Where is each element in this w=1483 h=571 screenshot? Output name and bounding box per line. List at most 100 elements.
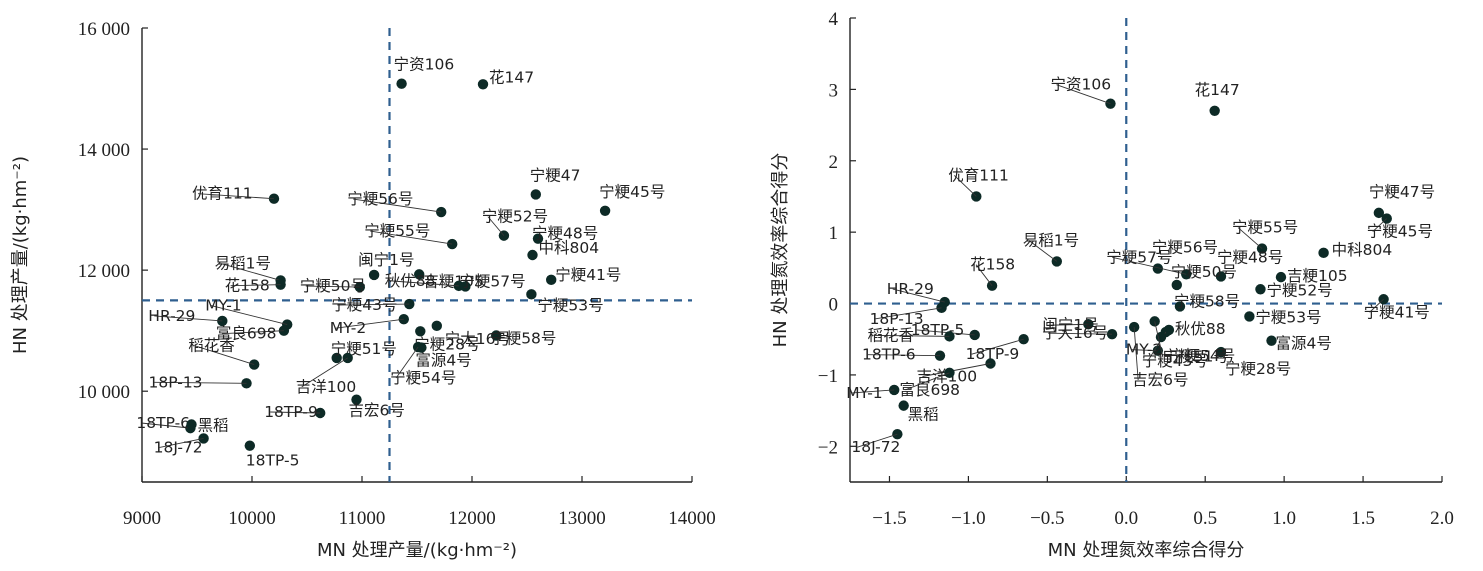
point-label: 中科804 (1332, 241, 1393, 259)
data-point (1171, 279, 1182, 291)
data-point (527, 249, 538, 261)
point-label: 优育111 (948, 166, 1009, 184)
data-point (415, 326, 426, 337)
point-label: 易稻1号 (215, 254, 271, 272)
point-label: 富源4号 (415, 352, 471, 370)
point-label: 18P-13 (149, 373, 203, 391)
point-label: 18TP-9 (966, 345, 1020, 363)
leader-line (1028, 240, 1058, 262)
point-label: 宁粳48号 (1217, 248, 1283, 266)
leader-line (395, 346, 419, 379)
leader-line (337, 303, 410, 306)
point-label: 宁粳53号 (1255, 308, 1321, 326)
leader-line (1372, 218, 1388, 232)
data-point (1244, 311, 1255, 322)
data-point (491, 330, 502, 341)
point-label: 宁粳51号 (331, 340, 397, 358)
data-point (530, 189, 541, 200)
leader-line (335, 318, 404, 329)
y-tick-label: −2 (818, 437, 838, 458)
leader-line (1369, 298, 1384, 313)
point-label: 花147 (489, 68, 534, 86)
data-point (1105, 98, 1116, 109)
point-label: 宁粳54号 (1169, 347, 1235, 365)
data-point (1373, 207, 1385, 219)
data-point (1106, 329, 1118, 340)
data-point (599, 205, 611, 217)
x-tick-label: 0.5 (1193, 508, 1217, 529)
leader-line (953, 175, 977, 197)
point-label: 宁粳56号 (1152, 239, 1218, 257)
point-label: 18TP-6 (862, 346, 916, 364)
point-label: 宁资106 (1050, 76, 1111, 94)
data-point (546, 274, 557, 286)
point-label: 18TP-5 (246, 452, 300, 470)
leader-line (487, 216, 505, 236)
data-point (198, 433, 209, 444)
leader-line (1048, 323, 1089, 326)
point-label: MY-2 (330, 319, 366, 337)
y-tick-label: 10 000 (78, 382, 130, 403)
point-label: 宁粳45号 (1367, 223, 1433, 241)
yield-scatter-chart: 9000 10000 11000 12000 13000 14000 10 000 12 00… (10, 19, 716, 561)
data-point (1051, 256, 1063, 267)
data-point (1152, 263, 1164, 274)
leader-line (922, 363, 991, 377)
point-label: 宁粳51号 (1163, 347, 1229, 365)
data-point (431, 320, 442, 332)
leader-line (230, 284, 281, 287)
y-axis-label: HN 处理产量/(kg·hm⁻²) (10, 156, 31, 354)
point-label: 宁粳55号 (364, 222, 430, 240)
leader-line (353, 198, 442, 213)
point-label: MY-1 (846, 384, 882, 402)
point-label: HR-29 (887, 280, 934, 298)
point-label: 宁粳57号 (1106, 248, 1172, 266)
leader-line (971, 338, 1024, 355)
x-axis-label: MN 处理氮效率综合得分 (1048, 540, 1245, 561)
point-label: 秋优88 (385, 272, 436, 290)
point-label: 宁粳52号 (1266, 281, 1332, 299)
point-label: 花147 (1195, 81, 1240, 99)
x-tick-label: 13000 (558, 508, 606, 529)
y-tick-label: 1 (829, 223, 839, 244)
leader-line (1154, 321, 1164, 357)
point-label: 黑稻 (908, 406, 939, 424)
data-point (1209, 105, 1220, 117)
leader-line (390, 280, 459, 287)
leader-line (305, 285, 360, 288)
data-point (186, 419, 197, 430)
leader-line (370, 230, 453, 245)
leader-line (1048, 332, 1113, 335)
data-point (460, 281, 471, 292)
x-tick-label: 9000 (123, 508, 161, 529)
point-label: 吉宏6号 (349, 402, 405, 420)
leader-line (1133, 327, 1139, 381)
point-label: 宁粳54号 (390, 369, 456, 387)
point-label: 闽宁1号 (1042, 316, 1098, 334)
point-label: 秋优88 (1175, 320, 1226, 338)
point-label: 黑稻 (198, 416, 229, 434)
x-tick-label: 10000 (228, 508, 276, 529)
data-point (477, 79, 489, 90)
data-point (1155, 331, 1167, 343)
x-tick-label: 1.0 (1272, 508, 1296, 529)
point-label: 18TP-9 (264, 403, 318, 421)
data-point (396, 78, 407, 89)
leader-line (270, 411, 321, 414)
leader-line (221, 330, 284, 335)
point-label: 宁粳56号 (347, 190, 413, 208)
point-label: 稻花香 (188, 337, 235, 355)
point-label: 稻花香 (867, 326, 914, 344)
point-label: 宁粳43号 (331, 296, 397, 314)
x-tick-label: 11000 (339, 508, 386, 529)
x-tick-label: 2.0 (1430, 508, 1454, 529)
x-axis-label: MN 处理产量/(kg·hm⁻²) (317, 540, 517, 561)
x-tick-label: 12000 (448, 508, 496, 529)
data-point (1255, 284, 1266, 295)
data-point (889, 384, 900, 396)
point-label: 花158 (225, 277, 270, 295)
point-label: 富良698 (216, 325, 277, 343)
point-label: 宁粳45号 (599, 183, 665, 201)
data-point (414, 269, 425, 280)
